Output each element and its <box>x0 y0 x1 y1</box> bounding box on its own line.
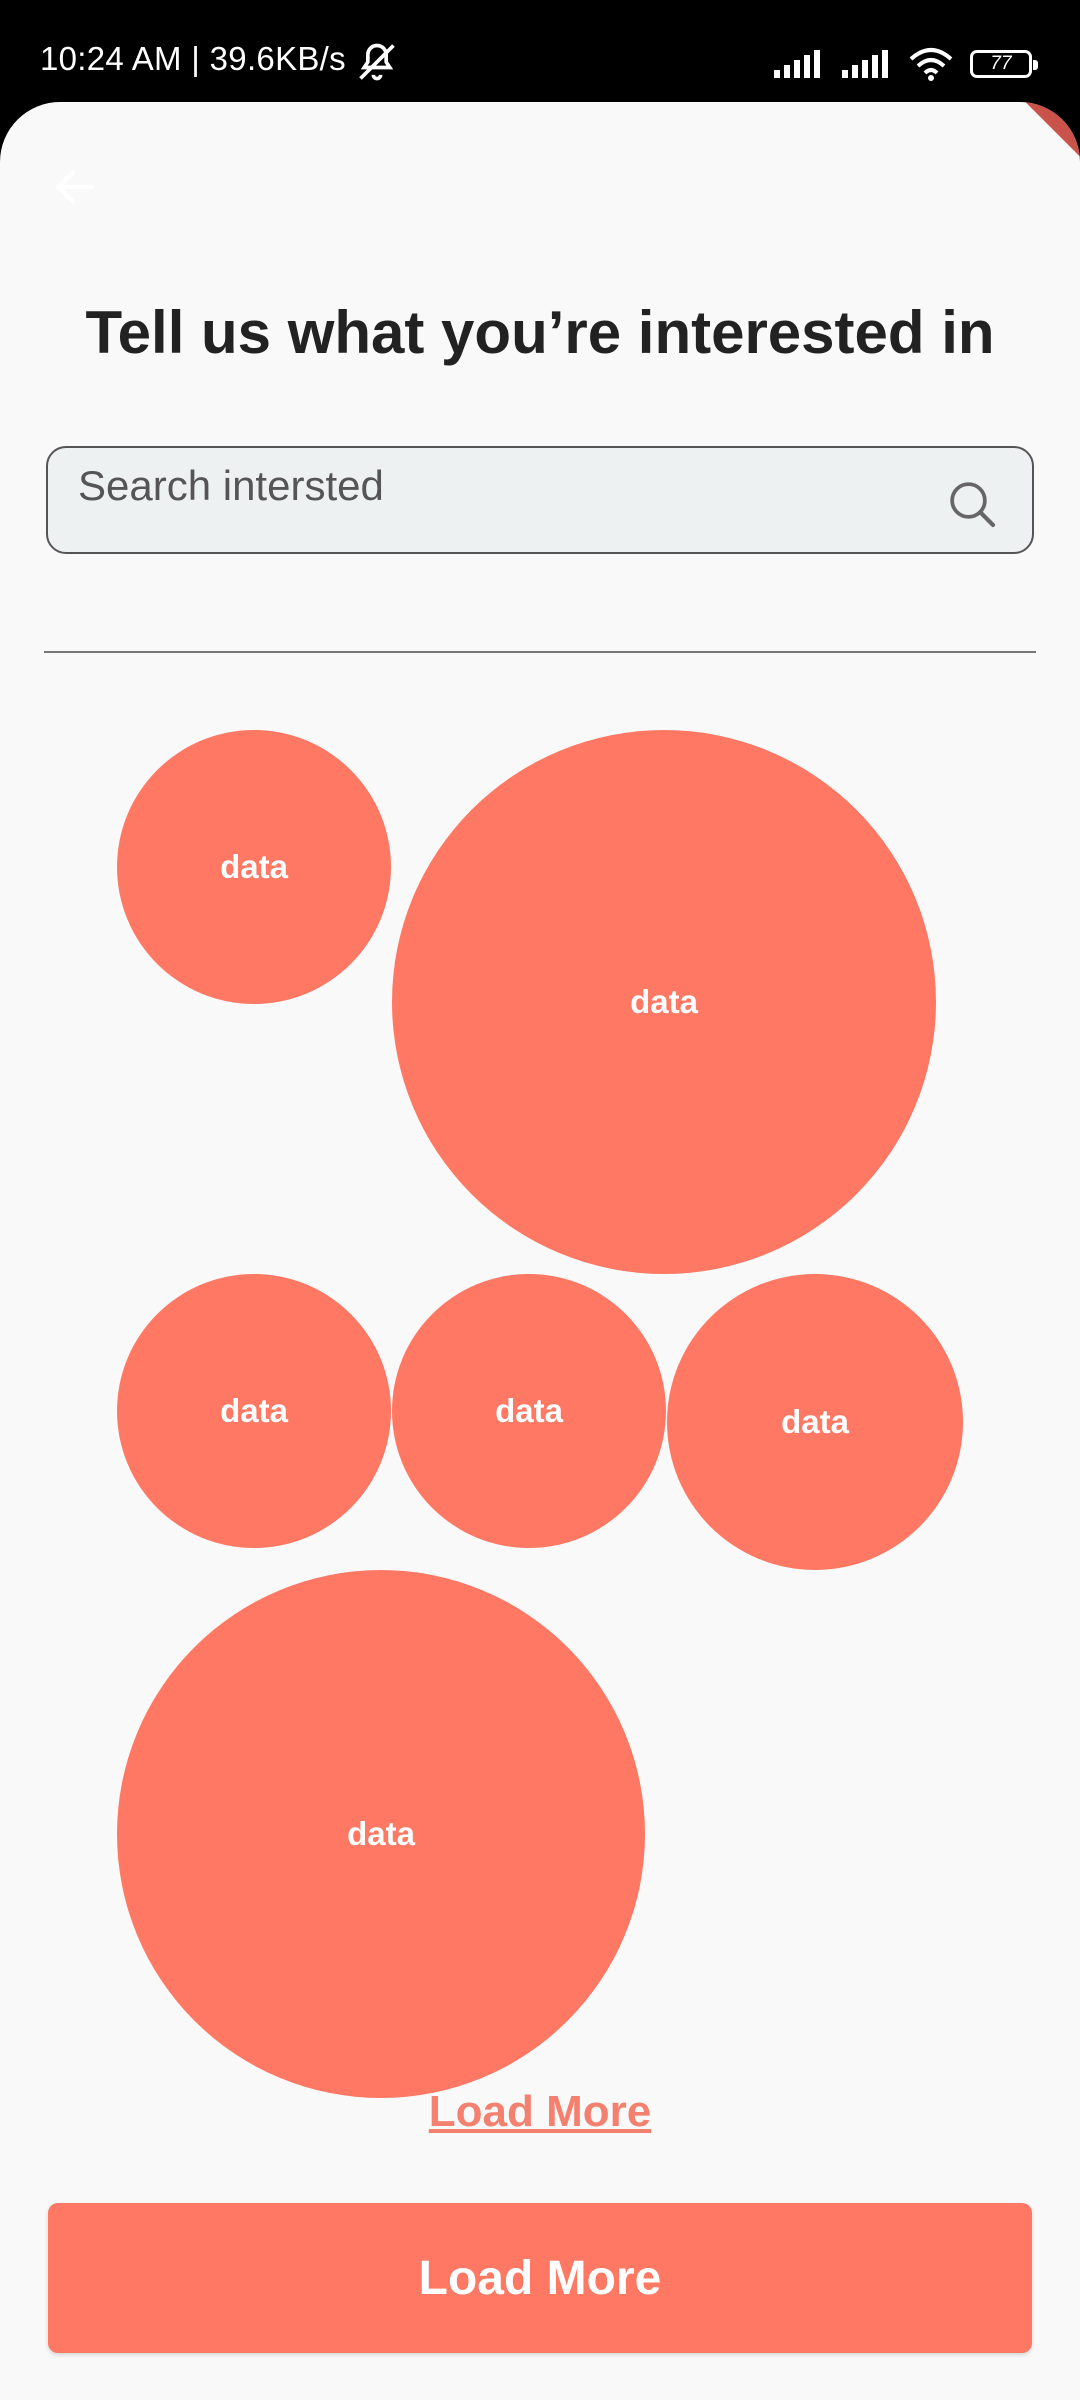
mute-icon <box>359 43 395 81</box>
interest-bubble[interactable]: data <box>392 1274 666 1548</box>
bubble-label: data <box>495 1392 563 1429</box>
interest-bubble[interactable]: data <box>117 1274 391 1548</box>
back-button[interactable] <box>40 152 110 222</box>
bubble-label: data <box>347 1815 415 1852</box>
interest-bubble[interactable]: data <box>117 1570 645 2098</box>
interests-screen: Tell us what you’re interested in data d… <box>0 102 1080 2400</box>
status-bar: 10:24 AM | 39.6KB/s 77 <box>0 0 1080 102</box>
interest-bubble[interactable]: data <box>117 730 391 1004</box>
bubble-label: data <box>781 1403 849 1440</box>
battery-level: 77 <box>990 53 1012 74</box>
load-more-button-label: Load More <box>418 2251 662 2305</box>
bubble-label: data <box>220 848 288 885</box>
search-box[interactable] <box>46 446 1034 554</box>
status-time: 10:24 AM | 39.6KB/s <box>40 40 346 77</box>
divider <box>44 651 1036 653</box>
search-icon[interactable] <box>944 476 1000 532</box>
load-more-link[interactable]: Load More <box>428 2087 652 2136</box>
wifi-icon <box>909 48 953 81</box>
page-title: Tell us what you’re interested in <box>85 299 995 366</box>
bubble-label: data <box>630 983 698 1020</box>
battery-icon: 77 <box>970 50 1038 78</box>
interest-bubble[interactable]: data <box>667 1274 963 1570</box>
bubble-label: data <box>220 1392 288 1429</box>
interest-bubble[interactable]: data <box>392 730 936 1274</box>
search-input[interactable] <box>78 458 938 514</box>
signal-icon <box>774 50 820 78</box>
load-more-button[interactable]: Load More <box>48 2203 1032 2353</box>
arrow-left-icon <box>56 170 94 204</box>
status-icons: 77 <box>772 44 1038 84</box>
signal-icon <box>842 50 888 78</box>
corner-decoration <box>1020 102 1080 162</box>
